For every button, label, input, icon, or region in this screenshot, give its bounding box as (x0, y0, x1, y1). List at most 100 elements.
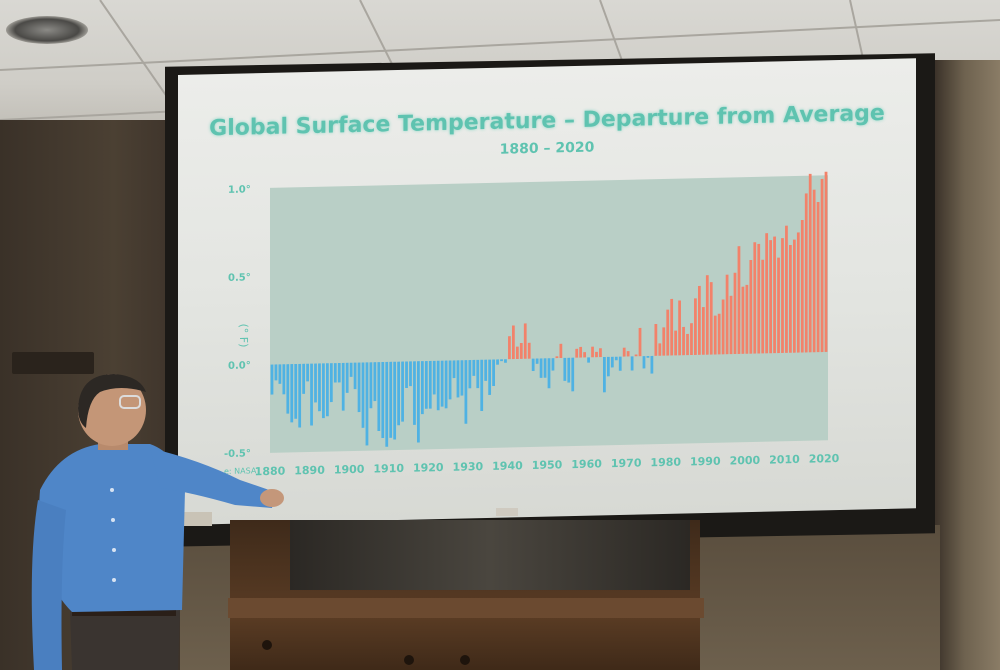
bar-year-1970 (626, 351, 630, 357)
bar-year-1936 (492, 359, 495, 387)
bar-year-1908 (381, 361, 385, 439)
screen-control-box (496, 508, 518, 516)
right-wall (935, 60, 1000, 670)
bar-year-1897 (337, 362, 341, 383)
x-tick-label: 1910 (373, 462, 404, 476)
bar-year-1996 (729, 295, 733, 355)
bar-year-1938 (500, 359, 503, 362)
bar-year-2013 (796, 232, 800, 353)
bar-year-1883 (282, 364, 286, 395)
image-credit: e: NASA (224, 466, 257, 476)
bar-year-1962 (595, 351, 598, 358)
bar-year-1894 (326, 363, 329, 417)
bar-year-1943 (519, 342, 523, 359)
y-tick-label: 0.5° (228, 272, 251, 284)
bar-year-1893 (322, 363, 325, 419)
bar-year-2016 (808, 173, 812, 353)
bar-year-2000 (745, 284, 749, 354)
bar-year-1971 (630, 356, 634, 371)
bar-year-1980 (666, 309, 670, 356)
bar-year-1896 (333, 363, 337, 383)
bar-year-1994 (721, 299, 725, 355)
bar-year-1981 (670, 298, 674, 356)
bar-year-1905 (369, 362, 373, 409)
bar-year-1926 (452, 360, 456, 379)
bar-year-1992 (713, 315, 717, 355)
presenter (31, 374, 284, 670)
bar-year-1961 (591, 346, 594, 358)
bar-year-1991 (709, 282, 713, 355)
x-tick-label: 1940 (492, 459, 523, 473)
projection-screen: Global Surface Temperature – Departure f… (178, 58, 916, 525)
bar-year-1947 (535, 358, 539, 364)
bar-year-1932 (476, 359, 480, 389)
bar-year-1969 (622, 347, 626, 357)
bar-year-1958 (579, 346, 583, 358)
bar-year-1974 (642, 356, 646, 369)
bar-year-1945 (527, 342, 531, 359)
bar-year-2006 (769, 240, 772, 354)
temperature-bar-chart: 1.0° 0.5° 0.0° -0.5° (° F) 1880 1890 1900 1… (224, 171, 840, 478)
bar-year-1948 (539, 358, 543, 378)
bar-year-1957 (575, 348, 579, 358)
bar-year-1885 (290, 364, 294, 423)
bar-year-1925 (448, 360, 452, 400)
y-axis-label: (° F) (237, 323, 250, 347)
bar-year-2008 (777, 257, 780, 354)
y-tick-label: 0.0° (228, 360, 251, 372)
bar-year-1987 (694, 298, 697, 355)
bar-year-1895 (329, 363, 333, 403)
bar-year-1944 (523, 323, 527, 359)
bar-year-1912 (397, 361, 400, 426)
x-tick-label: 1990 (690, 455, 721, 469)
coat-hook (12, 352, 94, 374)
x-tick-label: 1960 (571, 457, 602, 471)
x-tick-label: 2020 (809, 452, 840, 466)
bar-year-1949 (543, 358, 547, 378)
bar-year-2020 (824, 171, 828, 352)
bar-year-1919 (424, 361, 428, 409)
bar-year-1933 (480, 359, 484, 412)
bar-year-1960 (587, 357, 590, 363)
bar-year-1966 (610, 356, 614, 368)
x-axis-ticks: 1880 1890 1900 1910 1920 1930 1940 1950 1960 1970… (255, 452, 840, 478)
cabinet-knob (404, 655, 414, 665)
x-tick-label: 1890 (294, 464, 325, 478)
cabinet-knob (262, 640, 272, 650)
bar-year-1983 (678, 300, 681, 356)
bar-year-1931 (472, 359, 476, 376)
bar-year-1917 (417, 361, 420, 443)
bar-year-1988 (698, 285, 701, 355)
x-tick-label: 2010 (769, 453, 800, 467)
bar-year-1946 (531, 358, 535, 372)
bar-year-1889 (306, 363, 309, 382)
bar-year-1904 (365, 362, 369, 446)
x-tick-label: 1970 (611, 456, 642, 470)
bar-year-2009 (781, 238, 784, 353)
bar-year-1884 (286, 364, 290, 414)
bar-year-1909 (385, 361, 389, 447)
bar-year-2005 (765, 233, 769, 354)
bar-year-1890 (310, 363, 313, 426)
bar-year-1892 (318, 363, 321, 412)
x-tick-label: 1930 (453, 460, 484, 474)
bar-year-1963 (599, 348, 602, 358)
bar-year-1964 (603, 356, 606, 393)
bar-year-1920 (428, 360, 432, 409)
bar-year-1955 (567, 357, 571, 383)
bar-year-1914 (405, 361, 408, 389)
cabinet-glass-reflection (290, 520, 690, 590)
bar-year-1977 (654, 323, 658, 356)
bar-year-1989 (701, 307, 705, 355)
bar-year-1952 (555, 356, 559, 359)
bar-year-1935 (488, 359, 492, 395)
bar-year-1956 (571, 357, 575, 392)
bar-year-2014 (800, 219, 804, 353)
bar-year-1921 (432, 360, 436, 395)
bar-year-1998 (737, 246, 741, 354)
bar-year-1953 (559, 343, 563, 359)
bar-year-1913 (401, 361, 404, 422)
bar-year-1929 (464, 360, 468, 424)
y-tick-label: 1.0° (228, 184, 251, 196)
x-tick-label: 1920 (413, 461, 444, 475)
